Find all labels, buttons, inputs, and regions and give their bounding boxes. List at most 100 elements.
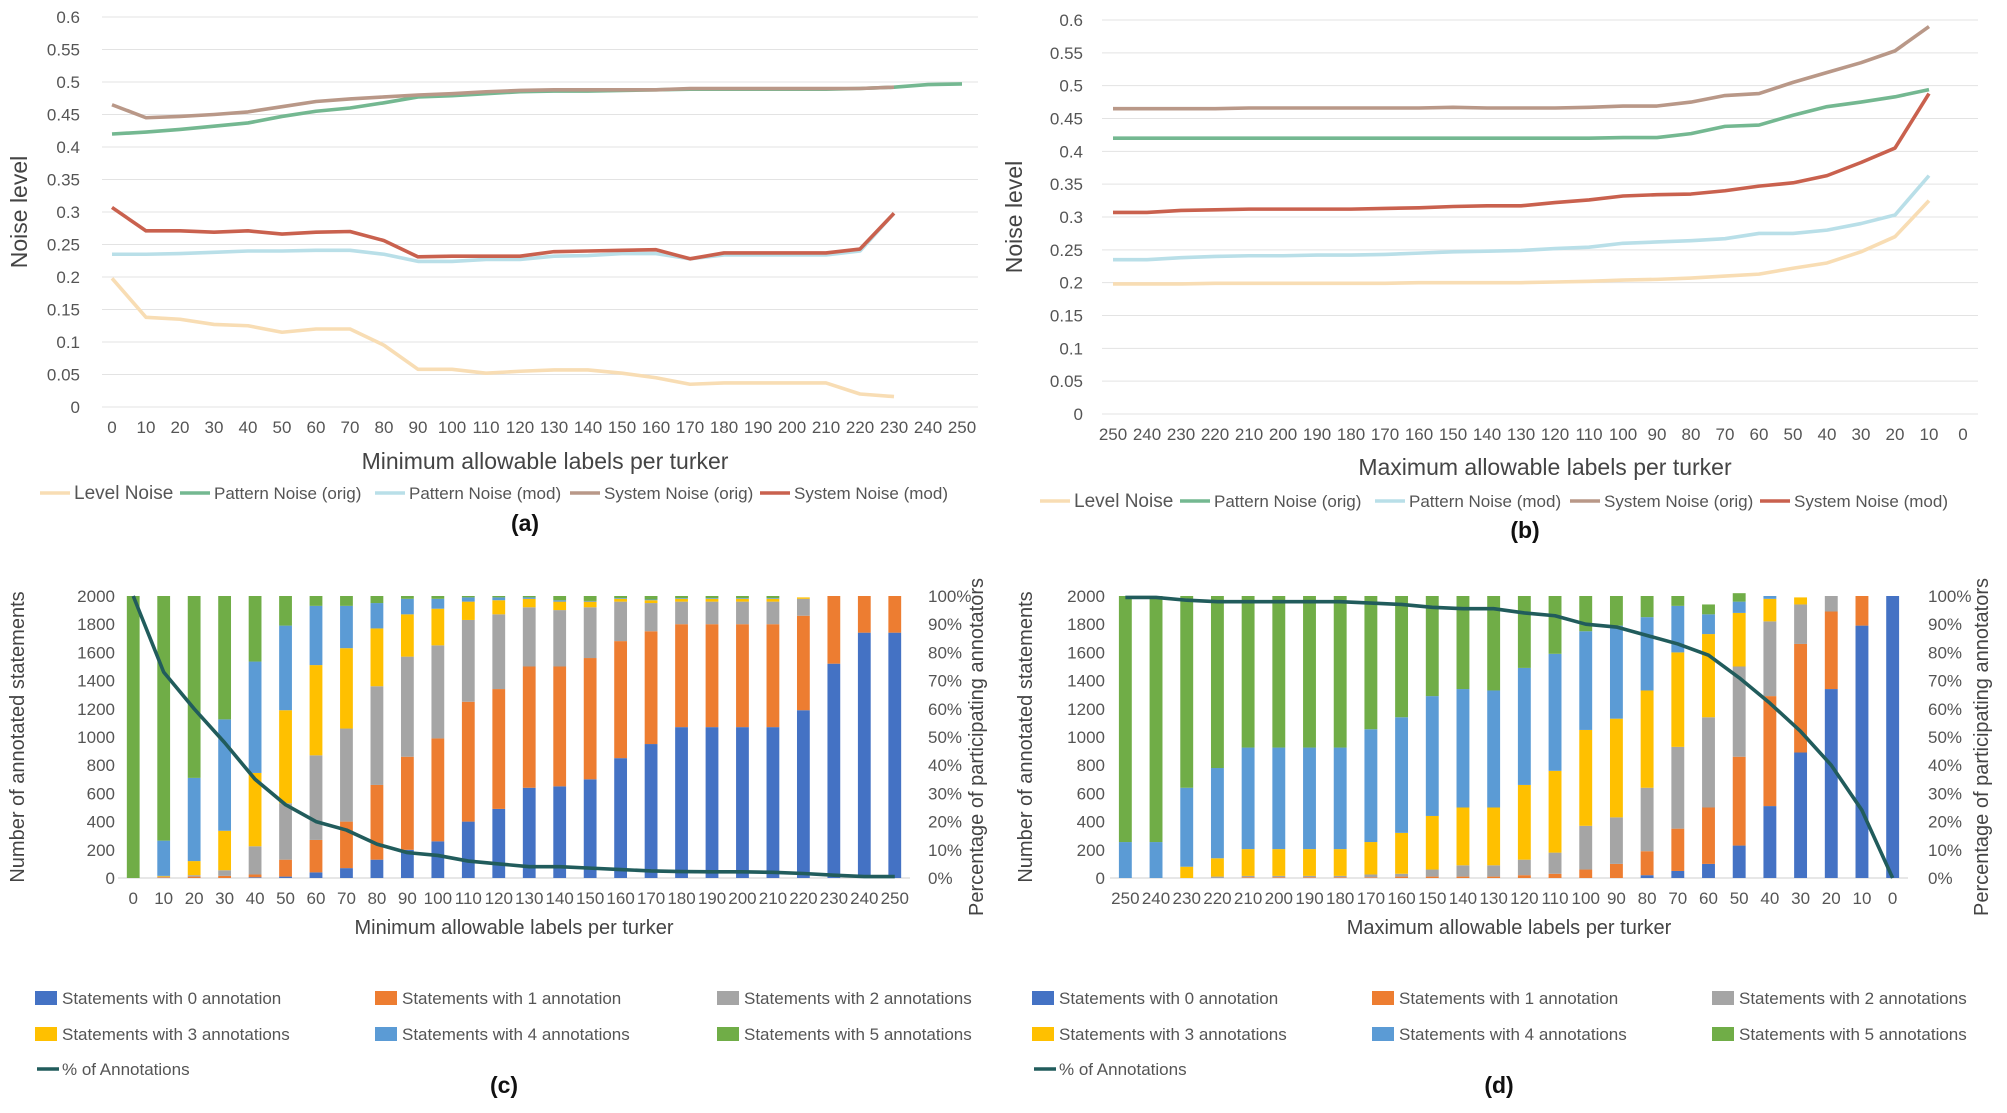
bar-segment-0-annotations bbox=[1794, 752, 1808, 878]
x-tick-label: 70 bbox=[1716, 425, 1735, 444]
bar-segment-2-annotations bbox=[218, 870, 232, 876]
y2-axis-title: Percentage of participating annotators bbox=[1971, 578, 1993, 916]
y2-tick-label: 0% bbox=[928, 869, 953, 888]
x-tick-label: 30 bbox=[1852, 425, 1871, 444]
bar-segment-3-annotations bbox=[522, 598, 536, 608]
bar-segment-2-annotations bbox=[1456, 865, 1470, 877]
bar-segment-4-annotations bbox=[1364, 729, 1378, 843]
x-tick-label: 150 bbox=[1439, 425, 1467, 444]
bar-segment-0-annotations bbox=[1824, 689, 1838, 878]
bar-segment-5-annotations bbox=[309, 596, 323, 606]
bar-segment-1-annotations bbox=[1395, 876, 1409, 878]
y-tick-label: 0.4 bbox=[56, 138, 80, 157]
bar-segment-4-annotations bbox=[522, 597, 536, 599]
x-tick-label: 200 bbox=[1265, 889, 1293, 908]
bar-segment-5-annotations bbox=[126, 596, 140, 878]
bar-segment-3-annotations bbox=[157, 875, 171, 877]
bar-segment-1-annotations bbox=[1640, 851, 1654, 876]
bar-segment-1-annotations bbox=[1303, 877, 1316, 878]
bar-segment-3-annotations bbox=[705, 598, 719, 602]
y-tick-label: 0.55 bbox=[47, 41, 80, 60]
bar-segment-5-annotations bbox=[736, 596, 749, 599]
bar-segment-4-annotations bbox=[309, 605, 323, 666]
x-tick-label: 40 bbox=[1760, 889, 1779, 908]
x-tick-label: 20 bbox=[171, 418, 190, 437]
bar-segment-4-annotations bbox=[1487, 690, 1501, 808]
y-tick-label: 1000 bbox=[1067, 728, 1105, 747]
legend-swatch bbox=[717, 991, 739, 1005]
x-tick-label: 240 bbox=[1142, 889, 1170, 908]
bar-segment-4-annotations bbox=[1425, 696, 1439, 816]
y-tick-label: 800 bbox=[87, 756, 115, 775]
y2-tick-label: 10% bbox=[1928, 841, 1962, 860]
percent-annotations-line bbox=[1125, 595, 1895, 879]
x-tick-label: 40 bbox=[246, 889, 265, 908]
bar-segment-0-annotations bbox=[1886, 596, 1900, 878]
bar-segment-1-annotations bbox=[1364, 877, 1378, 878]
x-tick-label: 100 bbox=[438, 418, 466, 437]
y-tick-label: 1400 bbox=[1067, 672, 1105, 691]
bar-segment-5-annotations bbox=[1364, 596, 1378, 730]
bar-segment-5-annotations bbox=[1640, 596, 1654, 618]
legend-label: Statements with 4 annotations bbox=[402, 1025, 630, 1044]
y2-tick-label: 60% bbox=[1928, 700, 1962, 719]
x-tick-label: 110 bbox=[1575, 425, 1602, 444]
bar-segment-2-annotations bbox=[248, 846, 262, 875]
bar-segment-0-annotations bbox=[431, 841, 445, 878]
panel-c-annotations-vs-min-labels: 02004006008001000120014001600180020000%1… bbox=[7, 578, 988, 1098]
x-tick-label: 80 bbox=[1682, 425, 1701, 444]
x-tick-label: 20 bbox=[1886, 425, 1905, 444]
x-tick-label: 50 bbox=[1730, 889, 1749, 908]
y-tick-label: 0.45 bbox=[1050, 110, 1083, 129]
bar-segment-1-annotations bbox=[1272, 877, 1286, 878]
x-tick-label: 0 bbox=[107, 418, 116, 437]
bar-segment-3-annotations bbox=[1180, 866, 1194, 878]
bar-segment-5-annotations bbox=[492, 596, 506, 598]
bar-segment-1-annotations bbox=[766, 624, 780, 728]
bar-segment-5-annotations bbox=[1732, 593, 1746, 602]
x-tick-label: 100 bbox=[1572, 889, 1600, 908]
legend-label: System Noise (mod) bbox=[1794, 492, 1948, 511]
y2-tick-label: 30% bbox=[1928, 784, 1962, 803]
x-tick-label: 180 bbox=[710, 418, 738, 437]
bar-segment-1-annotations bbox=[522, 666, 536, 788]
y-tick-label: 1200 bbox=[1067, 700, 1105, 719]
y-tick-label: 400 bbox=[1077, 813, 1105, 832]
bar-segment-0-annotations bbox=[675, 727, 688, 878]
bar-segment-2-annotations bbox=[796, 598, 810, 616]
y-tick-label: 0.15 bbox=[1050, 307, 1083, 326]
x-tick-label: 190 bbox=[1295, 889, 1323, 908]
y2-tick-label: 40% bbox=[1928, 756, 1962, 775]
bar-segment-5-annotations bbox=[1210, 596, 1224, 769]
x-tick-label: 0 bbox=[1958, 425, 1967, 444]
legend-label: Pattern Noise (orig) bbox=[214, 484, 361, 503]
legend-swatch bbox=[1032, 1027, 1054, 1041]
legend-label: System Noise (orig) bbox=[1604, 492, 1753, 511]
bar-segment-0-annotations bbox=[400, 849, 414, 878]
y-tick-label: 0.1 bbox=[1059, 339, 1083, 358]
panel-label: (c) bbox=[490, 1072, 518, 1098]
x-tick-label: 230 bbox=[1167, 425, 1195, 444]
bar-segment-3-annotations bbox=[1794, 597, 1808, 605]
y-tick-label: 0 bbox=[71, 398, 80, 417]
x-tick-label: 60 bbox=[1699, 889, 1718, 908]
bar-segment-2-annotations bbox=[187, 875, 201, 877]
legend-label: Pattern Noise (mod) bbox=[409, 484, 561, 503]
bar-segment-5-annotations bbox=[1303, 596, 1316, 748]
x-tick-label: 60 bbox=[307, 418, 326, 437]
y-tick-label: 0.35 bbox=[1050, 175, 1083, 194]
bar-segment-3-annotations bbox=[675, 598, 688, 602]
bar-segment-2-annotations bbox=[675, 601, 688, 625]
bar-segment-4-annotations bbox=[492, 597, 506, 601]
percent-annotations-line bbox=[131, 595, 895, 879]
bar-segment-1-annotations bbox=[675, 624, 688, 728]
x-tick-label: 20 bbox=[185, 889, 204, 908]
x-tick-label: 110 bbox=[472, 418, 499, 437]
y-tick-label: 1800 bbox=[77, 615, 115, 634]
bar-segment-4-annotations bbox=[1241, 747, 1255, 850]
x-tick-label: 210 bbox=[812, 418, 840, 437]
bar-segment-3-annotations bbox=[1517, 784, 1531, 860]
bar-segment-0-annotations bbox=[766, 727, 780, 878]
x-tick-label: 30 bbox=[215, 889, 234, 908]
y-tick-label: 0.25 bbox=[47, 236, 80, 255]
